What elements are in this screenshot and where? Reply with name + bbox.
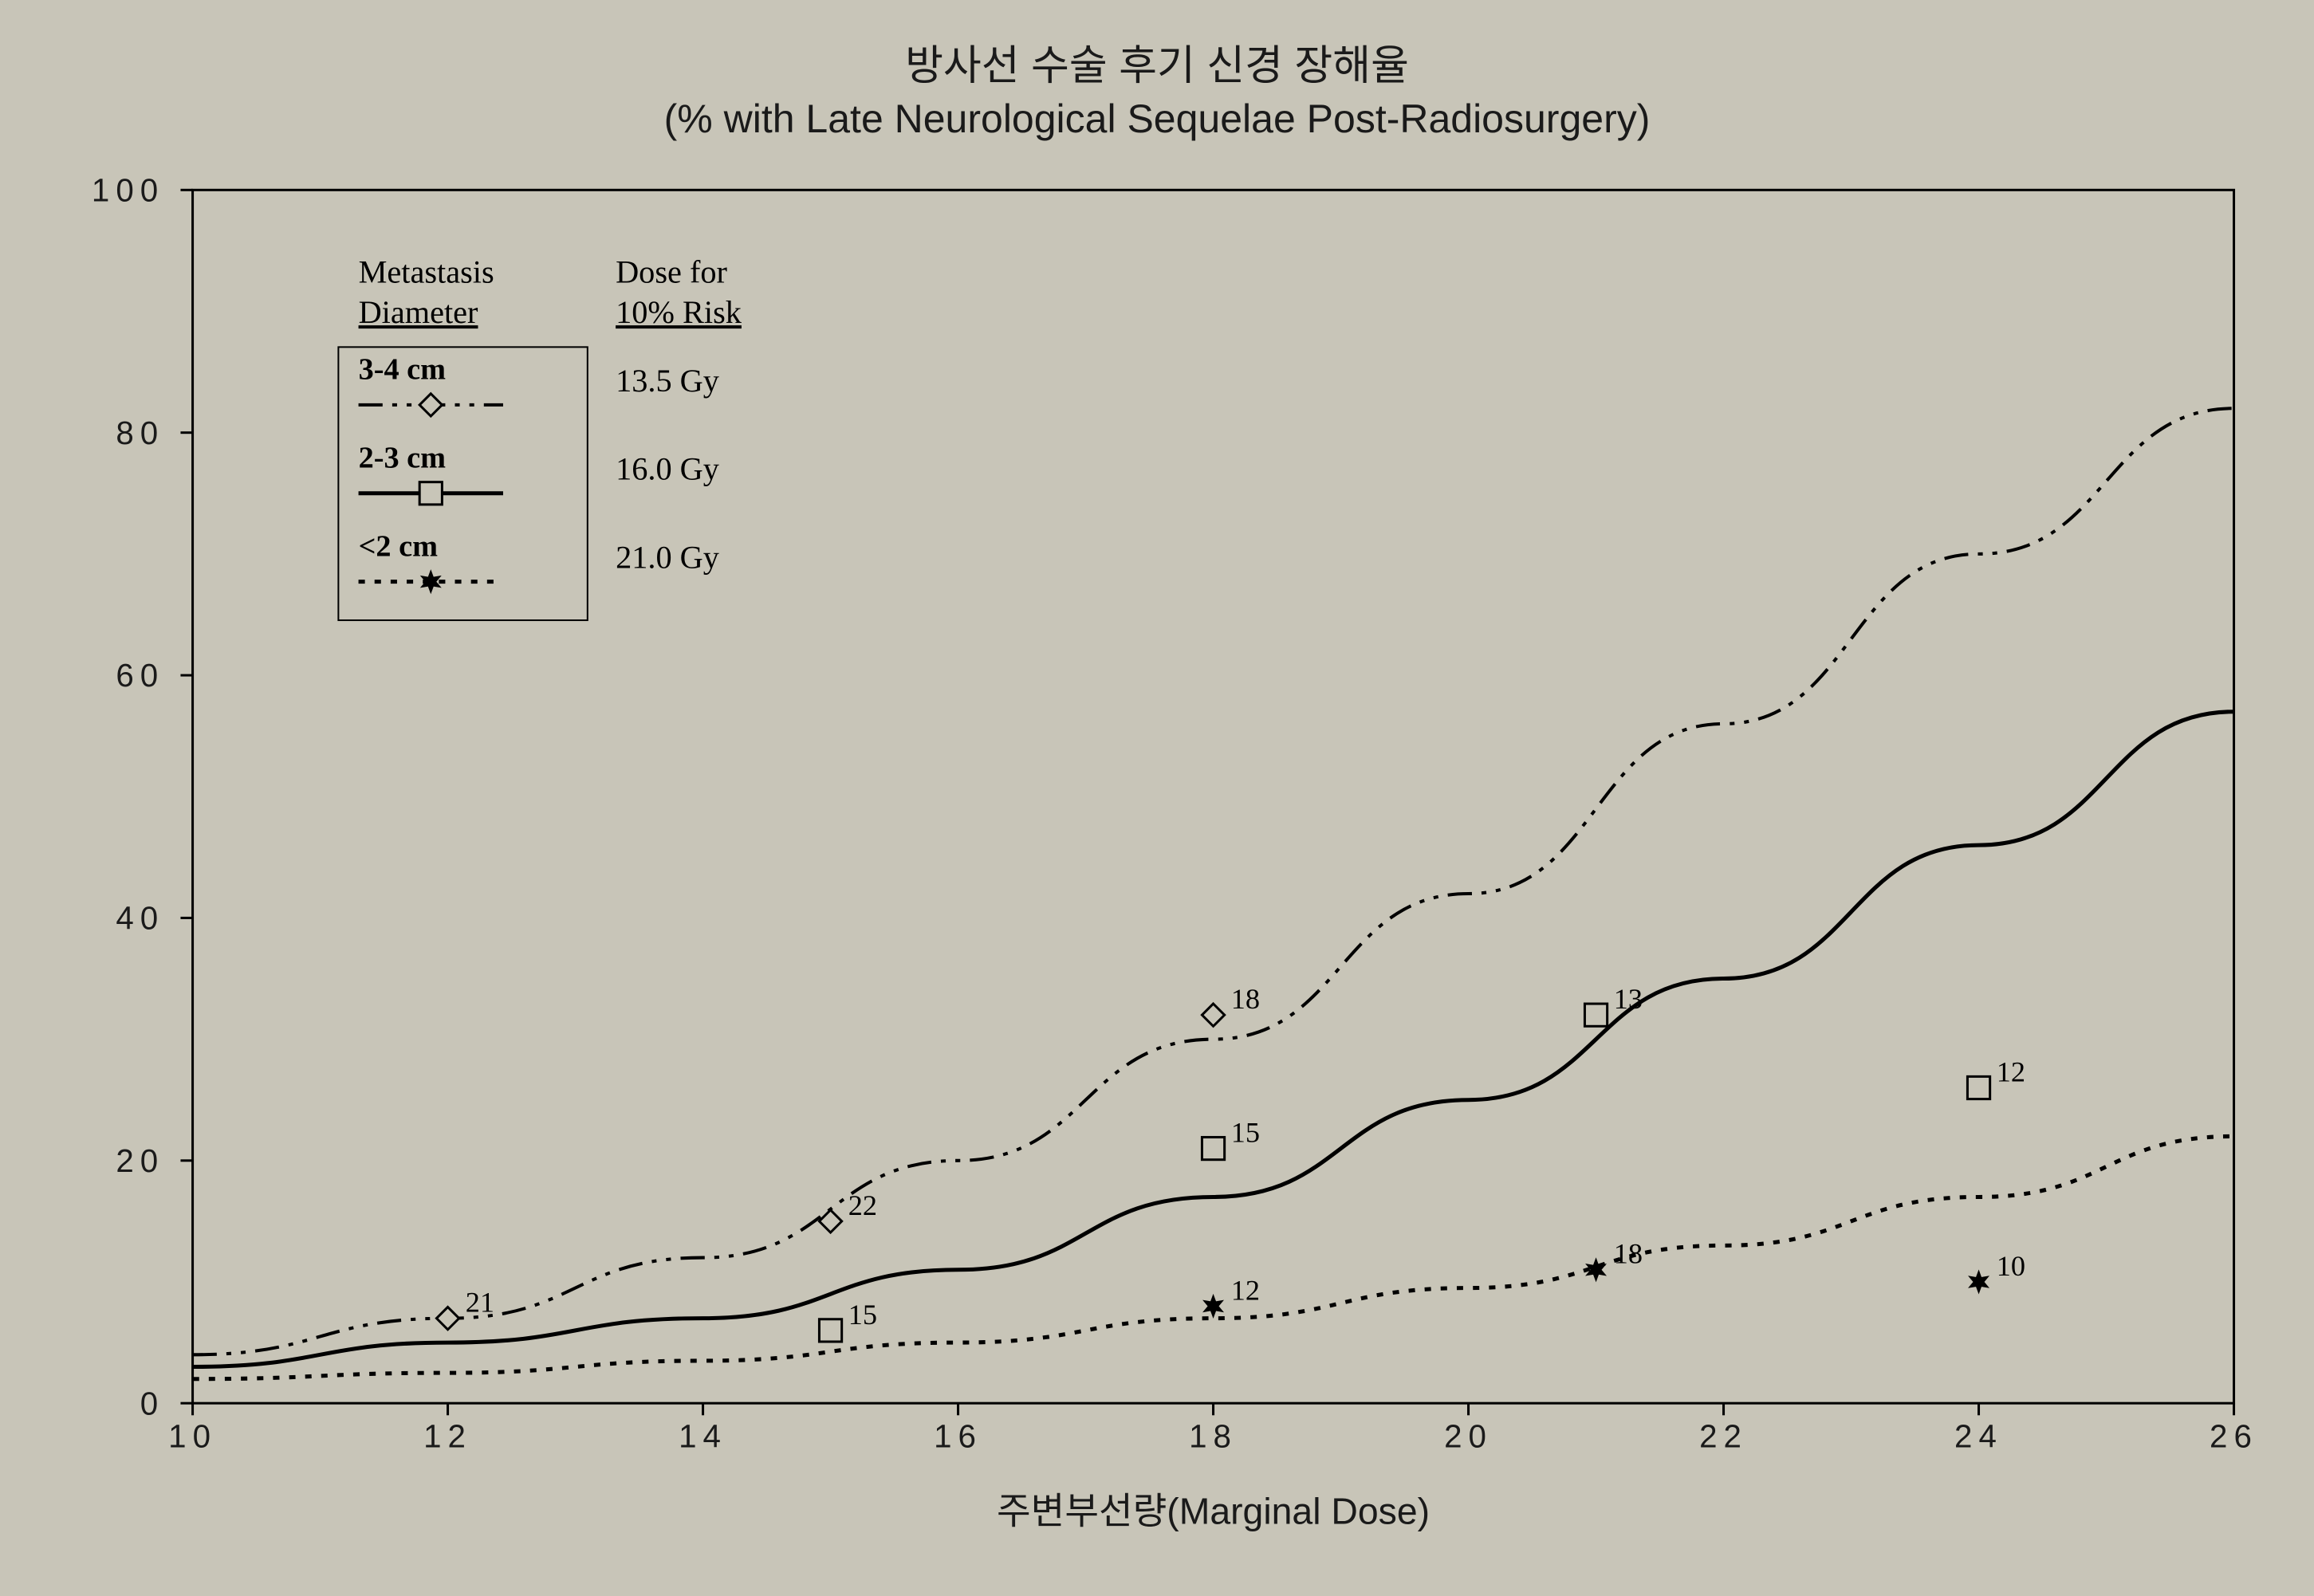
chart-svg: 0 20 40 60 80 100 10 12 14 16 18 20 22 24 26 주변부선량(Marg… — [32, 158, 2282, 1564]
legend-text: 10% Risk — [616, 294, 742, 330]
y-tick-label: 40 — [116, 901, 164, 937]
data-point-label: 12 — [1997, 1055, 2025, 1087]
series-line — [193, 712, 2234, 1367]
data-point-label: 15 — [1231, 1117, 1260, 1149]
data-point-label: 15 — [848, 1299, 877, 1331]
legend-text: Dose for — [616, 254, 727, 290]
series-line — [193, 408, 2234, 1354]
x-tick-label: 12 — [423, 1419, 472, 1455]
plot-wrapper: 0 20 40 60 80 100 10 12 14 16 18 20 22 24 26 주변부선량(Marg… — [32, 158, 2282, 1564]
legend-text: 13.5 Gy — [616, 363, 719, 399]
legend-text: 2-3 cm — [359, 442, 447, 475]
data-point-label: 12 — [1231, 1274, 1260, 1306]
y-tick-label: 80 — [116, 415, 164, 451]
x-axis-label: 주변부선량(Marginal Dose) — [997, 1490, 1430, 1531]
chart-container: 방사선 수술 후기 신경 장해율 (% with Late Neurologic… — [32, 32, 2282, 1564]
series-1: 15 15 13 12 — [193, 712, 2234, 1367]
legend: Metastasis Dose for Diameter 10% Risk 3-4 cm… — [338, 254, 742, 620]
y-tick-label: 60 — [116, 658, 164, 694]
y-tick-label: 100 — [92, 172, 164, 208]
data-point-label: 21 — [466, 1287, 494, 1319]
legend-box — [338, 347, 587, 620]
title-korean: 방사선 수술 후기 신경 장해율 — [32, 32, 2282, 92]
data-point-label: 10 — [1997, 1250, 2025, 1282]
x-tick-label: 20 — [1444, 1419, 1493, 1455]
legend-text: Diameter — [359, 294, 478, 330]
legend-text: Metastasis — [359, 254, 494, 290]
legend-text: 3-4 cm — [359, 353, 447, 387]
data-point-label: 22 — [848, 1189, 877, 1221]
legend-text: 21.0 Gy — [616, 540, 719, 576]
x-tick-label: 10 — [168, 1419, 217, 1455]
x-tick-label: 16 — [934, 1419, 982, 1455]
plot-border — [193, 190, 2234, 1403]
x-tick-label: 18 — [1189, 1419, 1238, 1455]
legend-text: <2 cm — [359, 529, 439, 563]
y-tick-label: 0 — [140, 1386, 164, 1421]
data-point-label: 13 — [1614, 983, 1643, 1015]
x-tick-label: 14 — [679, 1419, 727, 1455]
x-tick-label: 22 — [1699, 1419, 1748, 1455]
x-tick-label: 24 — [1954, 1419, 2003, 1455]
legend-text: 16.0 Gy — [616, 451, 719, 487]
x-tick-label: 26 — [2210, 1419, 2258, 1455]
chart-title-block: 방사선 수술 후기 신경 장해율 (% with Late Neurologic… — [32, 32, 2282, 142]
title-english: (% with Late Neurological Sequelae Post-… — [32, 96, 2282, 142]
y-tick-label: 20 — [116, 1143, 164, 1179]
series-0: 21 22 18 — [193, 408, 2234, 1354]
data-point-label: 18 — [1614, 1238, 1643, 1270]
data-point-label: 18 — [1231, 983, 1260, 1015]
